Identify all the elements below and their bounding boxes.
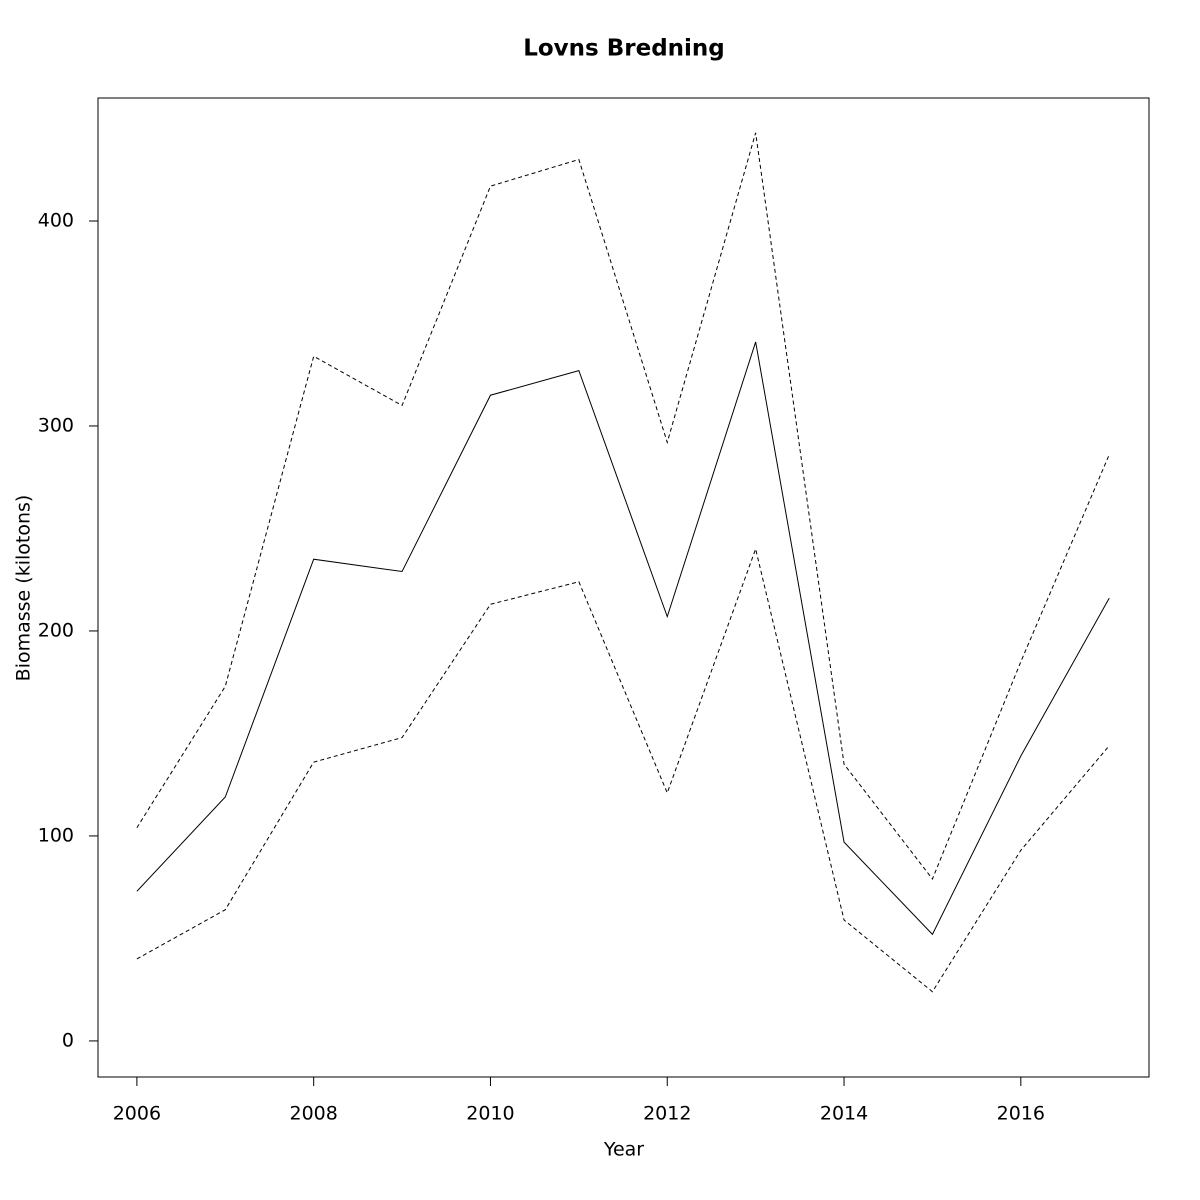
- x-tick-label: 2012: [643, 1103, 691, 1125]
- x-tick-label: 2014: [820, 1103, 868, 1125]
- y-tick-label: 400: [38, 209, 74, 231]
- y-tick-label: 100: [38, 824, 74, 846]
- data-line: [136, 547, 1110, 993]
- x-tick-label: 2016: [997, 1103, 1045, 1125]
- x-tick-label: 2006: [113, 1103, 161, 1125]
- plot-frame: [97, 97, 1150, 1078]
- chart-title: Lovns Bredning: [523, 36, 725, 62]
- y-tick-label: 300: [38, 414, 74, 436]
- data-line: [136, 341, 1110, 936]
- y-axis-label: Biomasse (kilotons): [13, 495, 35, 682]
- x-axis-label: Year: [603, 1139, 644, 1161]
- data-line: [136, 132, 1110, 880]
- x-tick-label: 2010: [466, 1103, 514, 1125]
- y-tick-label: 0: [62, 1029, 74, 1051]
- y-tick-label: 200: [38, 619, 74, 641]
- x-tick-label: 2008: [290, 1103, 338, 1125]
